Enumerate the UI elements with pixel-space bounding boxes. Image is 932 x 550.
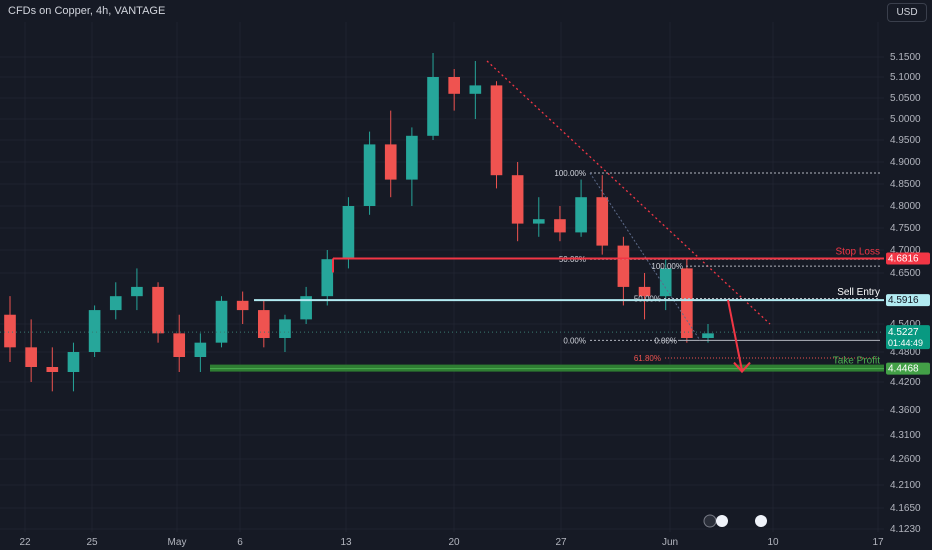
lightning-icon[interactable] [703,514,717,528]
candle-body [511,175,524,224]
take-profit-price-tag-bg [886,362,930,375]
y-tick-label: 4.7500 [890,223,921,234]
x-tick-label: 13 [340,537,352,548]
candle-body [258,310,270,338]
chart-title: CFDs on Copper, 4h, VANTAGE [8,5,166,17]
us-flag-icon[interactable] [716,515,728,527]
candle-body [173,333,186,357]
x-tick-label: Jun [662,537,678,548]
fib-level-label: 50.00% [559,255,586,264]
y-tick-label: 4.4800 [890,347,921,358]
candle-body [575,197,587,233]
stop-loss-price-tag-bg [886,252,930,265]
candle-body [702,333,714,338]
candle-body [490,85,503,176]
y-tick-label: 4.1650 [890,503,921,514]
fib-level-label: 0.00% [563,336,586,345]
x-tick-label: 25 [86,537,98,548]
candle-body [659,268,672,297]
candle-body [469,85,482,94]
y-tick-label: 4.5400 [890,319,921,330]
projection-arrow [727,299,743,371]
candle-body [532,219,545,224]
y-tick-label: 5.1500 [890,52,921,63]
fib-level-label-2: 100.00% [651,262,683,271]
stop-loss-label: Stop Loss [836,246,880,257]
y-tick-label: 4.2100 [890,480,921,491]
candle-body [384,144,397,180]
candle-body [194,342,207,357]
y-tick-label: 4.3600 [890,405,921,416]
x-tick-label: 20 [448,537,460,548]
fib-level-label-2: 0.00% [654,336,677,345]
current-price-tag-bg [886,325,930,350]
candle-body [617,245,630,287]
candle-body [279,319,291,338]
take-profit-price-tag: 4.4468 [888,364,919,375]
candle-body [448,77,460,94]
x-tick-label: 17 [872,537,884,548]
candle-body [236,300,249,311]
candle-body [131,286,143,297]
y-tick-label: 5.1000 [890,72,921,83]
candle-countdown: 01:44:49 [888,338,923,348]
y-tick-label: 5.0000 [890,114,921,125]
y-tick-label: 4.8000 [890,201,921,212]
sell-entry-label: Sell Entry [837,287,880,298]
fib-diagonal [589,172,701,341]
currency-button[interactable]: USD [887,3,927,22]
us-flag-icon[interactable] [755,515,767,527]
sell-entry-price-tag: 4.5916 [888,295,919,306]
y-tick-label: 4.4200 [890,377,921,388]
sell-entry-price-tag-bg [886,294,930,307]
candle-body [300,296,312,320]
y-tick-label: 4.1230 [890,524,921,535]
stop-loss-price-tag: 4.6816 [888,253,919,264]
x-tick-label: 6 [237,537,243,548]
y-tick-label: 4.6500 [890,268,921,279]
candle-body [215,300,228,343]
fib-level-label-2: 50.00% [634,295,661,304]
candle-body [46,367,59,372]
candle-body [681,268,693,338]
candle-body [427,77,439,136]
candle-body [638,286,651,297]
candle-body [67,352,80,372]
x-tick-label: 27 [555,537,567,548]
candle-body [109,296,122,311]
y-tick-label: 4.7000 [890,245,921,256]
candle-body [363,144,376,206]
candle-body [4,314,16,348]
candle-body [88,310,101,352]
candle-body [25,347,37,367]
candle-body [321,259,334,297]
y-tick-label: 4.3100 [890,430,921,441]
current-price-tag: 4.5227 [888,327,919,338]
x-tick-label: May [168,537,187,548]
x-tick-label: 22 [19,537,31,548]
x-tick-label: 10 [767,537,779,548]
fib-level-label: 100.00% [554,169,586,178]
y-tick-label: 4.9000 [890,157,921,168]
take-profit-label: Take Profit [833,356,880,367]
projection-arrowhead [733,361,751,374]
candle-body [342,206,355,260]
candle-body [596,197,609,246]
y-tick-label: 4.2600 [890,454,921,465]
candle-body [152,286,164,334]
y-tick-label: 4.8500 [890,179,921,190]
fib-618-label: 61.80% [634,354,661,363]
y-tick-label: 4.9500 [890,135,921,146]
trend-line [486,60,771,325]
candle-body [554,219,566,233]
y-tick-label: 5.0500 [890,93,921,104]
candle-body [406,135,418,180]
